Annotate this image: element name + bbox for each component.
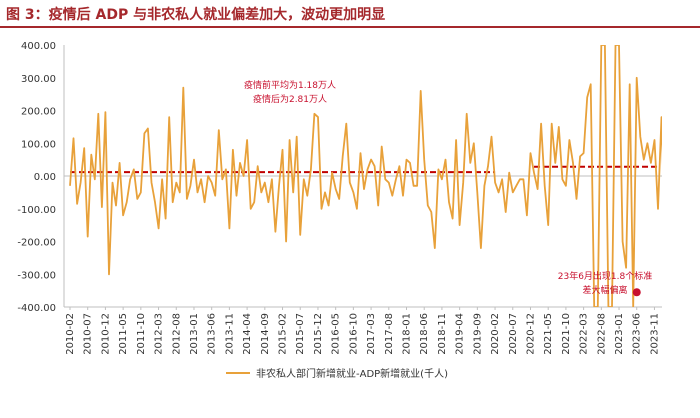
x-tick-label: 2020-02 [490, 313, 501, 355]
x-tick-label: 2010-07 [83, 313, 94, 355]
x-tick-label: 2016-10 [348, 313, 359, 355]
y-tick-label: 300.00 [21, 74, 56, 85]
legend-label: 非农私人部门新增就业-ADP新增就业(千人) [256, 367, 448, 380]
x-tick-label: 2021-10 [561, 313, 572, 355]
x-tick-label: 2013-01 [189, 313, 200, 355]
x-tick-label: 2011-05 [118, 313, 129, 355]
y-tick-label: 200.00 [21, 107, 56, 118]
x-tick-label: 2023-01 [614, 313, 625, 355]
x-tick-label: 2019-09 [472, 313, 483, 355]
x-tick-label: 2012-08 [171, 313, 182, 355]
x-tick-label: 2013-11 [224, 313, 235, 355]
x-tick-label: 2018-01 [402, 313, 413, 355]
x-tick-label: 2020-07 [508, 313, 519, 355]
x-tick-label: 2016-05 [331, 313, 342, 355]
annotation-marker [632, 288, 641, 297]
figure-title: 图 3：疫情后 ADP 与非农私人就业偏差加大，波动更加明显 [6, 7, 386, 23]
x-tick-label: 2018-11 [437, 313, 448, 355]
annotation-text: 23年6月出现1.8个标准 [558, 270, 653, 282]
annotation-text: 差大幅偏离 [582, 284, 627, 296]
x-axis: 2010-02 2010-07 2010-12 2011-05 2011-10 2012-… [65, 307, 660, 355]
y-tick-label: 100.00 [21, 139, 56, 150]
x-tick-label: 2011-10 [136, 313, 147, 355]
annotation-text: 疫情后为2.81万人 [253, 93, 327, 105]
x-tick-label: 2015-12 [313, 313, 324, 355]
annotation-text: 疫情前平均为1.18万人 [244, 79, 336, 91]
x-tick-label: 2023-06 [632, 313, 643, 355]
x-tick-label: 2013-06 [207, 313, 218, 355]
x-tick-label: 2014-09 [260, 313, 271, 355]
chart-legend: 非农私人部门新增就业-ADP新增就业(千人) [226, 367, 448, 380]
x-tick-label: 2012-03 [154, 313, 165, 355]
y-tick-label: 0.00 [34, 172, 56, 183]
x-tick-label: 2022-03 [579, 313, 590, 355]
x-tick-label: 2019-04 [455, 313, 466, 355]
reference-lines [70, 165, 658, 174]
y-tick-label: -400.00 [17, 303, 56, 314]
title-rule [0, 26, 700, 28]
x-tick-label: 2020-12 [525, 313, 536, 355]
y-tick-label: -300.00 [17, 270, 56, 281]
x-tick-label: 2023-11 [649, 313, 660, 355]
x-tick-label: 2015-07 [295, 313, 306, 355]
x-tick-label: 2015-02 [278, 313, 289, 355]
y-tick-label: -200.00 [17, 238, 56, 249]
x-tick-label: 2022-08 [596, 313, 607, 355]
x-tick-label: 2010-02 [65, 313, 76, 355]
series-line [69, 45, 662, 307]
x-tick-label: 2017-08 [384, 313, 395, 355]
x-tick-label: 2010-12 [100, 313, 111, 355]
y-axis: -400.00 -300.00 -200.00 -100.00 0.00 100.00 20… [17, 41, 662, 314]
y-tick-label: 400.00 [21, 41, 56, 52]
x-tick-label: 2017-03 [366, 313, 377, 355]
x-tick-label: 2014-04 [242, 313, 253, 355]
x-tick-label: 2018-06 [419, 313, 430, 355]
y-tick-label: -100.00 [17, 205, 56, 216]
x-tick-label: 2021-05 [543, 313, 554, 355]
